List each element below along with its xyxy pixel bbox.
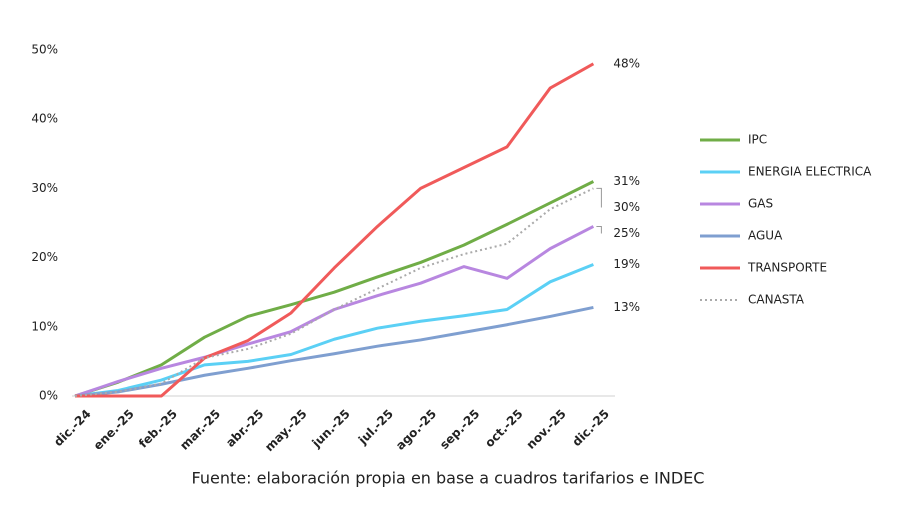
legend-label: ENERGIA ELECTRICA [748,165,872,179]
series-line [74,305,594,398]
legend-label: GAS [748,197,773,211]
legend-label: CANASTA [748,293,805,307]
end-value-label: 48% [613,56,640,70]
y-tick-label: 50% [31,43,58,57]
x-tick-label: abr.-25 [223,407,266,450]
x-tick-label: sep.-25 [437,407,482,452]
legend-label: IPC [748,133,767,147]
x-tick-label: ene.-25 [91,407,137,453]
series-line [74,263,594,398]
source-note: Fuente: elaboración propia en base a cua… [192,469,705,488]
end-value-label: 30% [613,200,640,214]
y-tick-label: 20% [31,250,58,264]
x-tick-label: ago.-25 [393,407,439,453]
label-leader [596,187,602,208]
series-line [75,62,595,398]
x-tick-label: dic.-24 [51,407,93,449]
x-tick-label: mar.-25 [177,407,223,453]
x-tick-label: may.-25 [262,407,310,455]
end-value-label: 25% [613,226,640,240]
y-tick-label: 30% [31,181,58,195]
legend-label: TRANSPORTE [747,261,827,275]
series-line [74,180,595,398]
end-value-label: 19% [613,257,640,271]
series-line [74,225,595,398]
x-tick-label: nov.-25 [524,407,569,452]
y-tick-label: 40% [31,112,58,126]
y-tick-label: 0% [39,389,58,403]
y-tick-label: 10% [31,319,58,333]
x-tick-label: jun.-25 [309,407,353,451]
x-tick-label: jul.-25 [355,407,396,448]
legend-label: AGUA [748,229,783,243]
end-value-label: 31% [613,174,640,188]
x-tick-label: dic.-25 [570,407,612,449]
x-tick-label: oct.-25 [482,407,525,450]
end-value-label: 13% [613,300,640,314]
x-tick-label: feb.-25 [136,407,180,451]
label-leader [596,225,602,234]
